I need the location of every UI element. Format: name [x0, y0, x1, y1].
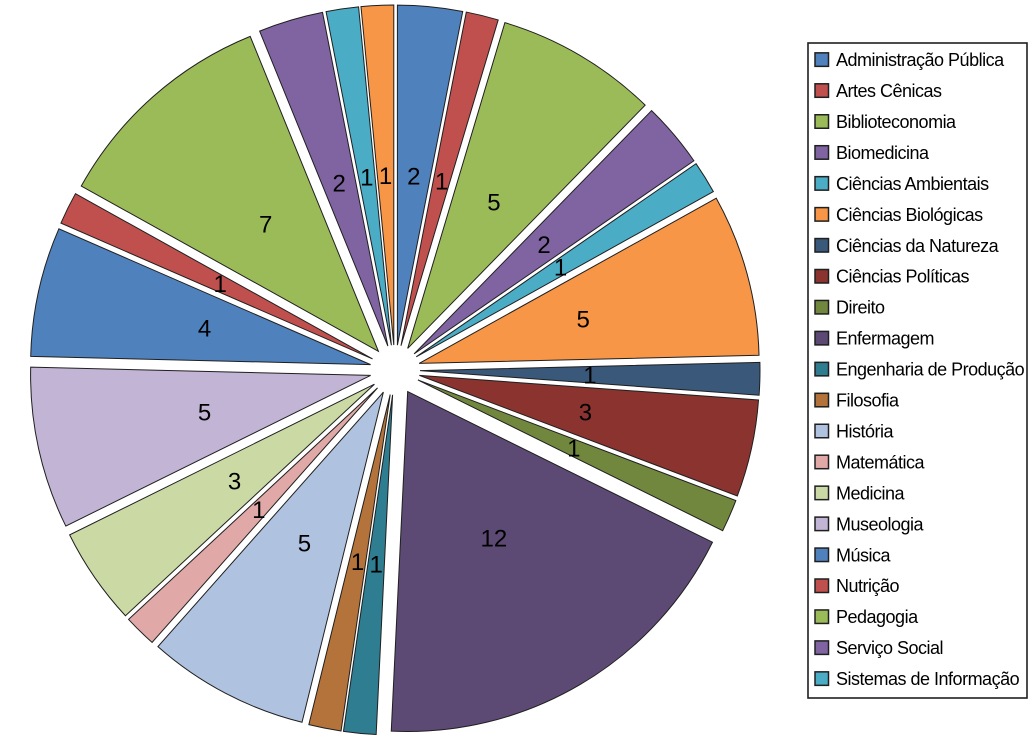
svg-text:1: 1: [351, 549, 364, 576]
svg-text:1: 1: [252, 497, 265, 524]
svg-text:7: 7: [259, 212, 272, 239]
svg-text:5: 5: [198, 400, 211, 427]
svg-text:Ciências da Natureza: Ciências da Natureza: [836, 236, 1000, 256]
svg-text:2: 2: [407, 164, 420, 191]
svg-text:Nutrição: Nutrição: [836, 576, 900, 596]
svg-text:Administração Pública: Administração Pública: [836, 50, 1005, 70]
svg-text:Medicina: Medicina: [836, 483, 906, 503]
svg-text:1: 1: [379, 163, 392, 190]
svg-text:4: 4: [198, 316, 211, 343]
svg-text:Biomedicina: Biomedicina: [836, 143, 930, 163]
svg-text:Pedagogia: Pedagogia: [836, 607, 919, 627]
svg-text:12: 12: [481, 526, 508, 553]
svg-text:2: 2: [333, 171, 346, 198]
svg-text:Ciências Biológicas: Ciências Biológicas: [836, 205, 983, 225]
svg-text:5: 5: [487, 190, 500, 217]
svg-text:1: 1: [214, 271, 227, 298]
svg-text:Matemática: Matemática: [836, 452, 926, 472]
svg-text:3: 3: [228, 468, 241, 495]
svg-text:História: História: [836, 421, 895, 441]
svg-text:Ciências Ambientais: Ciências Ambientais: [836, 174, 989, 194]
svg-text:Filosofia: Filosofia: [836, 391, 900, 411]
svg-text:1: 1: [360, 165, 373, 192]
svg-text:Direito: Direito: [836, 298, 885, 318]
svg-text:1: 1: [370, 552, 383, 579]
svg-text:1: 1: [554, 255, 567, 282]
svg-text:3: 3: [579, 400, 592, 427]
svg-text:Enfermagem: Enfermagem: [836, 329, 934, 349]
svg-text:1: 1: [583, 362, 596, 389]
svg-text:Serviço Social: Serviço Social: [836, 638, 943, 658]
svg-text:1: 1: [435, 168, 448, 195]
svg-text:1: 1: [567, 436, 580, 463]
svg-text:5: 5: [577, 306, 590, 333]
svg-text:Ciências Políticas: Ciências Políticas: [836, 267, 970, 287]
svg-text:Biblioteconomia: Biblioteconomia: [836, 112, 957, 132]
svg-text:Música: Música: [836, 545, 892, 565]
svg-text:Artes Cênicas: Artes Cênicas: [836, 81, 942, 101]
svg-text:5: 5: [298, 530, 311, 557]
svg-text:2: 2: [537, 232, 550, 259]
svg-text:Sistemas de Informação: Sistemas de Informação: [836, 669, 1020, 689]
svg-text:Museologia: Museologia: [836, 514, 925, 534]
svg-text:Engenharia de Produção: Engenharia de Produção: [836, 360, 1025, 380]
